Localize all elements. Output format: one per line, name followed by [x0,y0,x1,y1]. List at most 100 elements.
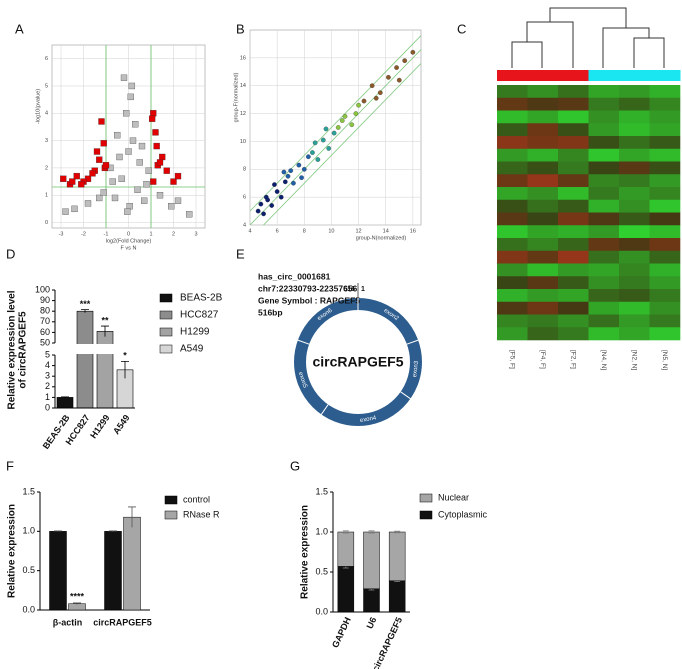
heat-cell [588,225,620,239]
point [278,194,284,200]
point [116,153,123,161]
exon-divider [297,339,310,345]
heat-cell [527,225,559,239]
bar-segment [363,588,380,613]
point [255,208,261,214]
dendrogram-branch [526,21,574,68]
heat-cell [558,199,589,213]
legend-swatch [419,493,433,503]
point [349,122,355,128]
heat-cell [527,289,559,303]
point [89,170,96,177]
error-bar [54,530,62,532]
point [186,211,193,218]
point [100,189,107,196]
panel-label: C [457,21,466,36]
center-label: circRAPGEF5 [312,354,403,370]
point [361,98,367,104]
axis-break-gap [49,344,135,354]
point [263,194,269,200]
heat-cell [527,187,559,201]
point [353,111,359,116]
point [100,140,107,147]
x-tick-label: circRAPGEF5 [93,617,152,627]
heat-cell [588,85,620,99]
point [274,189,280,194]
bar-segment [388,580,406,613]
y-tick-label: 8 [243,167,246,173]
panel-label: F [6,458,14,473]
heat-cell [558,187,589,201]
y-tick-label: 80 [40,306,50,316]
heat-cell [558,148,589,162]
y-tick-label: 3 [45,371,50,381]
heat-cell [497,136,528,150]
point [159,153,166,161]
group-bar [588,70,620,81]
heat-cell [558,136,589,150]
heat-cell [619,314,650,328]
bar [123,516,141,611]
legend-swatch [159,293,173,303]
point [301,166,307,172]
point [168,202,175,210]
legend-swatch [164,510,178,520]
legend-label: Nuclear [438,492,469,502]
heat-cell [619,199,650,213]
point [339,118,345,123]
point [118,175,125,182]
x-tick-label: 10 [328,228,334,234]
x-tick-label: 16 [410,228,416,234]
legend-label: A549 [180,344,204,355]
heat-cell [649,263,681,277]
point [136,159,143,166]
x-tick-label: U6 [365,616,379,631]
y-tick-label: 5 [45,349,50,359]
point [394,65,399,70]
legend-label: HCC827 [180,310,219,321]
heat-cell [558,161,589,175]
point [402,58,408,63]
x-tick-label: 0 [127,231,130,237]
x-axis-label: log2(Fold Change) [106,238,152,244]
heat-cell [649,212,681,226]
dendrogram-branch [549,7,627,28]
point [141,197,148,204]
point [306,154,311,160]
panel-label: A [15,21,24,36]
heat-cell [497,263,528,277]
column-label: [N4, N] [600,350,607,370]
heat-cell [558,250,589,264]
point [170,178,177,185]
heat-cell [588,276,620,290]
group-bar [497,70,528,81]
point [272,182,277,187]
heat-cell [619,301,650,315]
y-tick-label: 14 [240,83,246,89]
y-axis-label: group-F(normalized) [233,72,239,122]
heat-cell [497,174,528,188]
heat-cell [649,97,681,111]
fold-line [250,49,421,225]
point [134,186,141,193]
bar-segment [337,531,355,567]
point [132,121,139,128]
heat-cell [497,276,528,290]
heat-cell [527,174,559,188]
heat-cell [497,123,528,137]
info-line: Gene Symbol : RAPGEF5 [258,295,360,305]
bar [49,531,67,611]
column-label: [F5, F] [509,350,516,369]
legend-swatch [164,495,178,505]
heat-cell [527,327,559,341]
heat-cell [649,289,681,303]
point [138,142,146,150]
heat-cell [619,289,650,303]
point [98,118,105,125]
heat-cell [558,97,589,111]
y-tick-label: 1 [45,392,50,402]
panel-label: G [290,458,300,473]
heat-cell [619,123,650,137]
heat-cell [649,148,681,162]
